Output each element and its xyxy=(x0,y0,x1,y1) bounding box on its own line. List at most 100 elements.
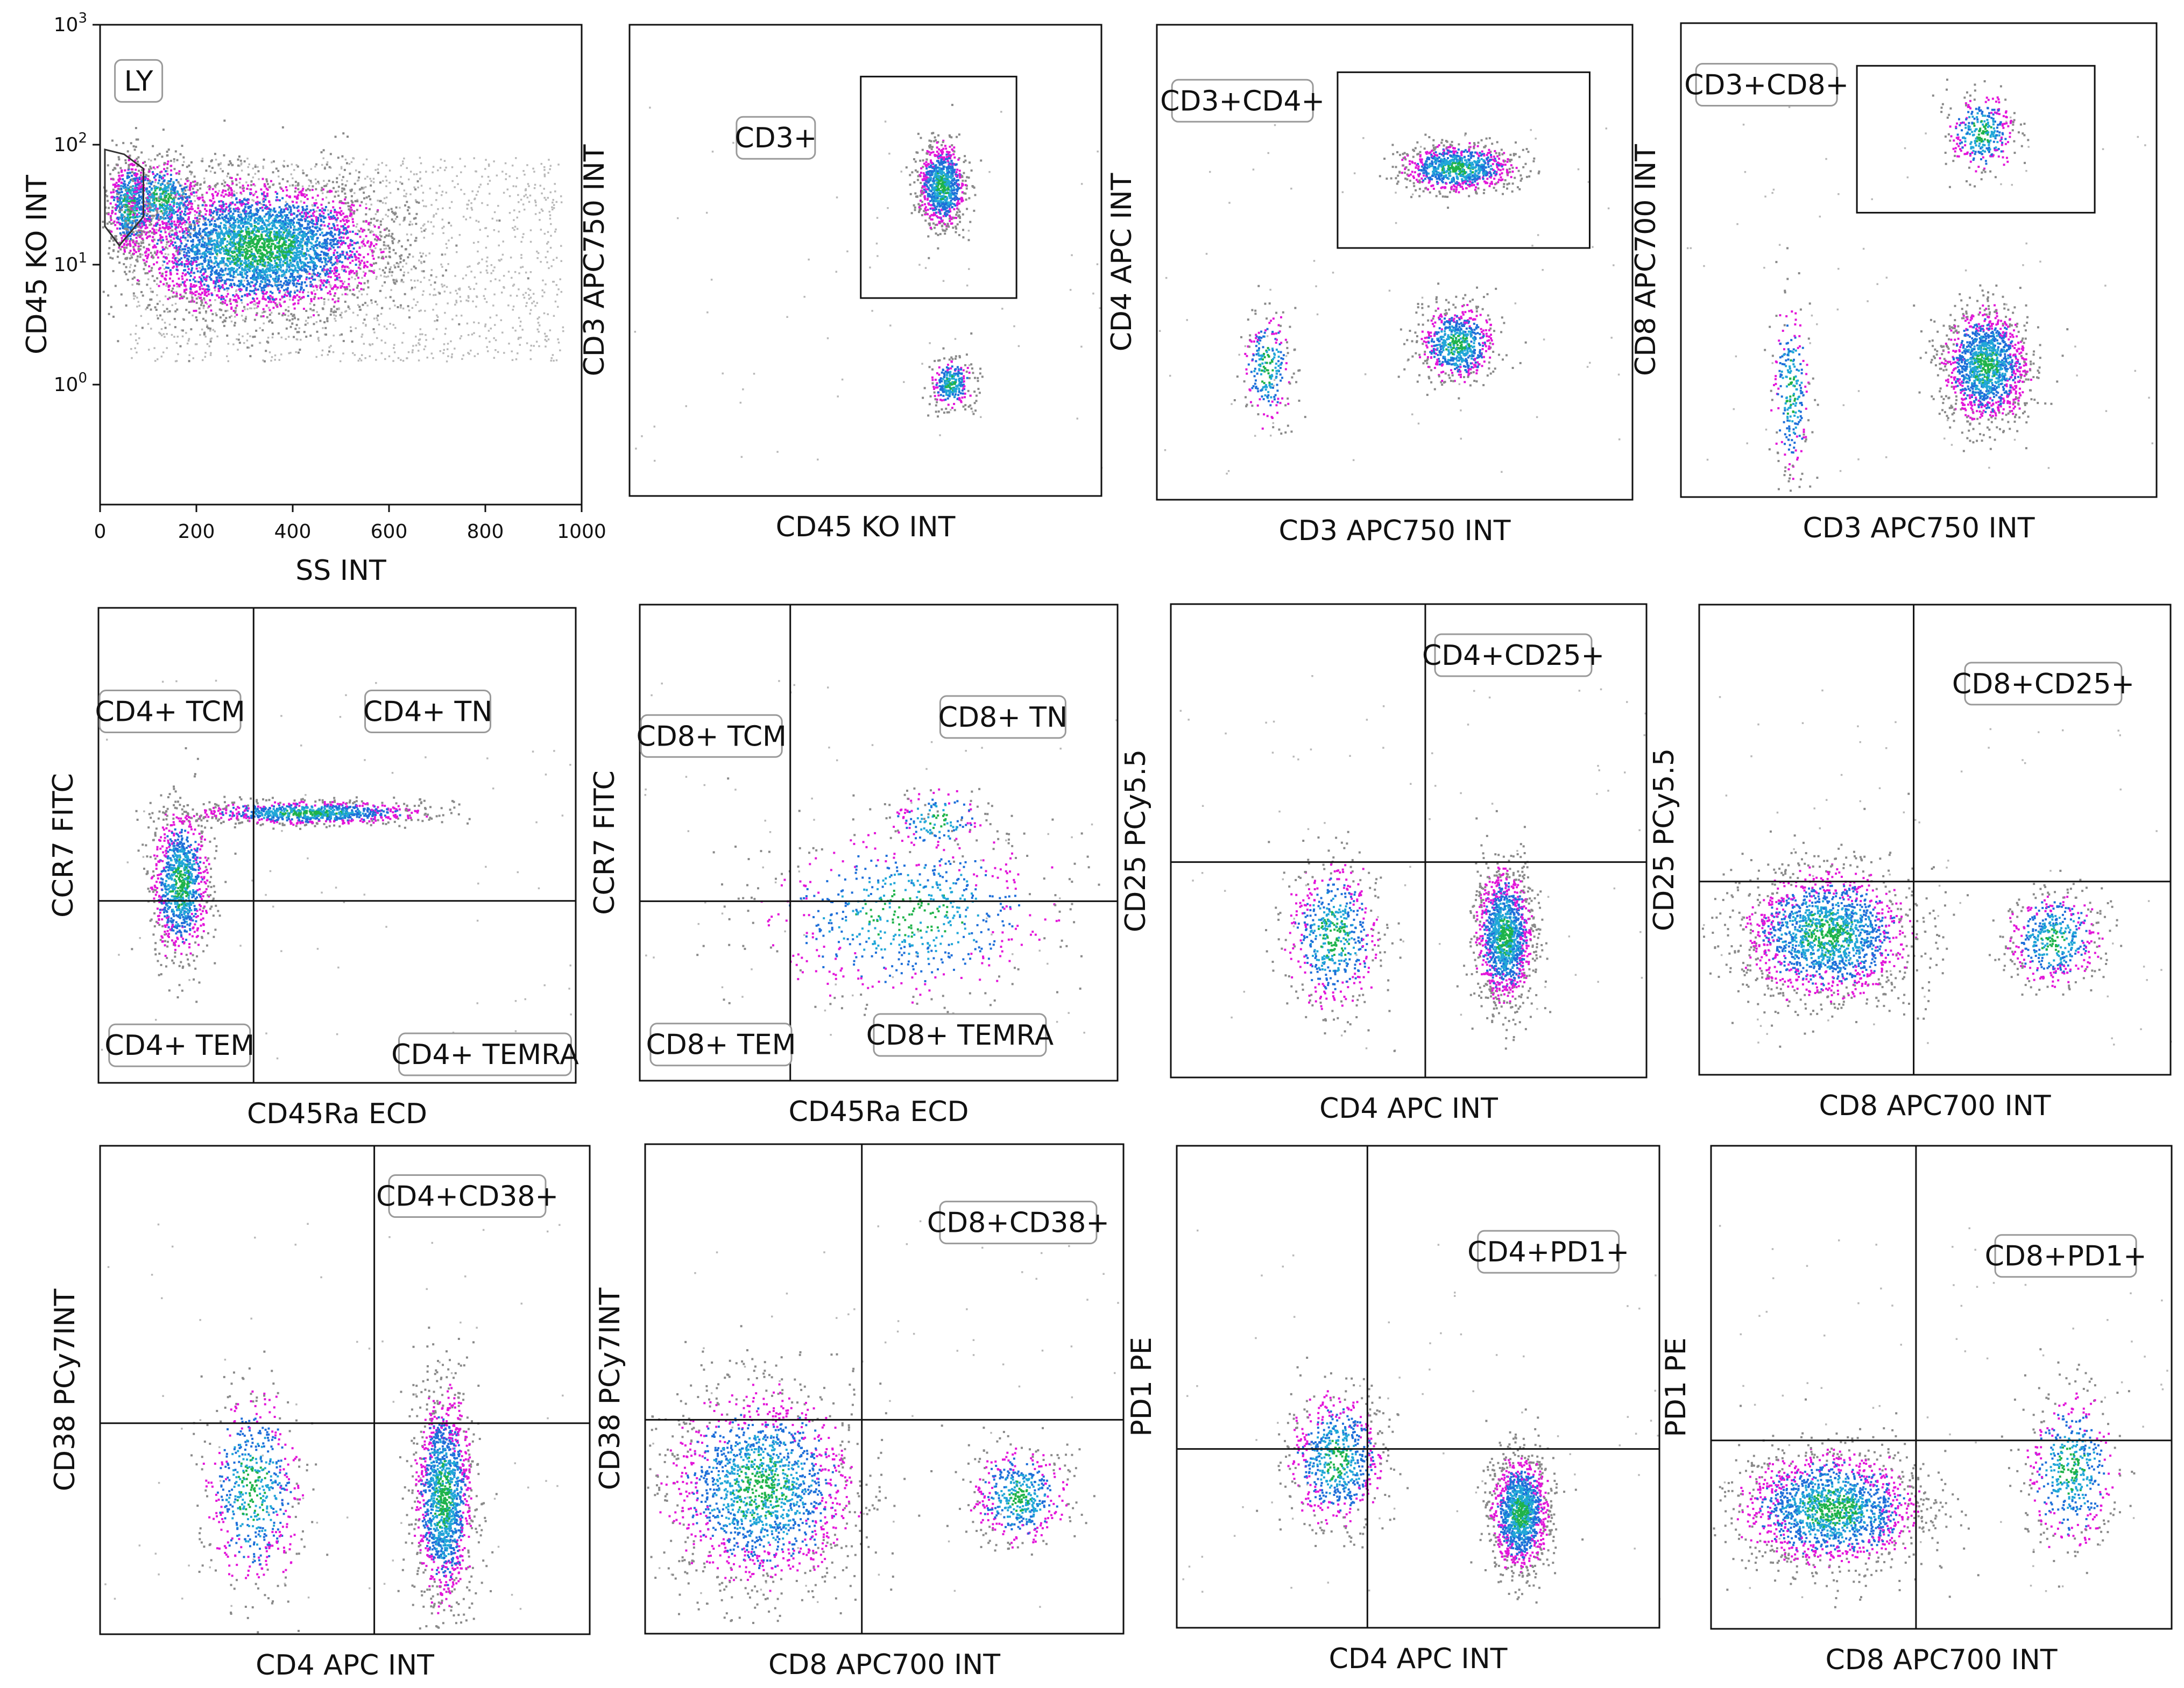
event-dot xyxy=(265,226,267,228)
event-dot xyxy=(423,270,425,272)
event-dot xyxy=(157,154,159,157)
event-dot xyxy=(400,258,402,260)
event-dot xyxy=(277,266,279,268)
event-dot xyxy=(551,206,553,208)
event-dot xyxy=(458,323,460,325)
event-dot xyxy=(324,167,326,169)
event-dot xyxy=(535,201,537,203)
event-dot xyxy=(527,183,529,185)
event-dot xyxy=(549,214,552,216)
event-dot xyxy=(299,349,301,351)
event-dot xyxy=(279,187,281,189)
event-dot xyxy=(316,247,318,249)
event-dot xyxy=(445,167,447,169)
event-dot xyxy=(493,160,495,162)
event-dot xyxy=(522,236,524,238)
event-dot xyxy=(184,274,186,276)
event-dot xyxy=(545,339,547,341)
event-dot xyxy=(295,181,297,183)
event-dot xyxy=(546,261,548,264)
event-dot xyxy=(256,260,258,262)
event-dot xyxy=(557,164,560,166)
event-dot xyxy=(512,309,514,311)
event-dot xyxy=(230,217,232,219)
event-dot xyxy=(488,330,490,332)
event-dot xyxy=(167,285,169,287)
event-dot xyxy=(281,295,283,297)
event-dot xyxy=(263,167,265,169)
event-dot xyxy=(554,231,556,233)
event-dot xyxy=(296,324,298,326)
event-dot xyxy=(326,245,328,247)
event-dot xyxy=(150,252,152,254)
event-dot xyxy=(264,272,266,274)
event-dot xyxy=(340,220,342,222)
event-dot xyxy=(220,168,222,170)
event-dot xyxy=(222,284,224,286)
event-dot xyxy=(227,175,229,178)
event-dot xyxy=(300,339,302,341)
event-dot xyxy=(519,325,521,327)
event-dot xyxy=(346,237,348,239)
event-dot xyxy=(392,360,394,362)
event-dot xyxy=(411,287,413,289)
event-dot xyxy=(302,296,305,298)
event-dot xyxy=(389,323,391,325)
event-dot xyxy=(397,188,399,190)
event-dot xyxy=(259,327,261,329)
event-dot xyxy=(481,258,483,260)
event-dot xyxy=(467,266,469,268)
event-dot xyxy=(323,301,326,303)
event-dot xyxy=(362,304,364,306)
event-dot xyxy=(222,189,224,192)
event-dot xyxy=(279,302,281,304)
event-dot xyxy=(328,350,330,352)
event-dot xyxy=(175,293,178,295)
event-dot xyxy=(309,256,312,258)
event-dot xyxy=(210,200,213,202)
event-dot xyxy=(297,194,299,196)
event-dot xyxy=(296,289,299,292)
event-dot xyxy=(125,273,128,275)
event-dot xyxy=(413,187,415,189)
event-dot xyxy=(152,246,154,249)
event-dot xyxy=(262,291,264,293)
event-dot xyxy=(265,206,267,208)
event-dot xyxy=(403,195,405,197)
event-dot xyxy=(440,167,442,169)
event-dot xyxy=(371,270,373,272)
event-dot xyxy=(201,329,203,331)
event-dot xyxy=(349,262,351,264)
event-dot xyxy=(403,272,405,274)
event-dot xyxy=(389,308,391,310)
event-dot xyxy=(356,251,358,253)
event-dot xyxy=(536,329,539,331)
event-dot xyxy=(260,233,263,236)
event-dot xyxy=(153,280,156,282)
event-dot xyxy=(285,216,287,218)
event-dot xyxy=(547,172,549,174)
event-dot xyxy=(315,241,317,243)
event-dot xyxy=(309,266,312,268)
event-dot xyxy=(231,267,233,269)
event-dot xyxy=(366,176,369,178)
event-dot xyxy=(364,357,366,359)
event-dot xyxy=(164,268,166,270)
event-dot xyxy=(323,217,325,219)
event-dot xyxy=(315,245,317,247)
event-dot xyxy=(238,230,240,232)
event-dot xyxy=(380,224,382,226)
event-dot xyxy=(402,360,405,362)
event-dot xyxy=(490,272,492,274)
event-dot xyxy=(473,157,475,159)
event-dot xyxy=(180,178,182,180)
event-dot xyxy=(224,267,227,269)
event-dot xyxy=(244,320,246,322)
event-dot xyxy=(156,243,158,245)
event-dot xyxy=(341,261,343,263)
event-dot xyxy=(312,197,314,199)
event-dot xyxy=(330,210,332,212)
event-dot xyxy=(257,288,259,290)
event-dot xyxy=(290,246,292,249)
event-dot xyxy=(357,242,359,244)
